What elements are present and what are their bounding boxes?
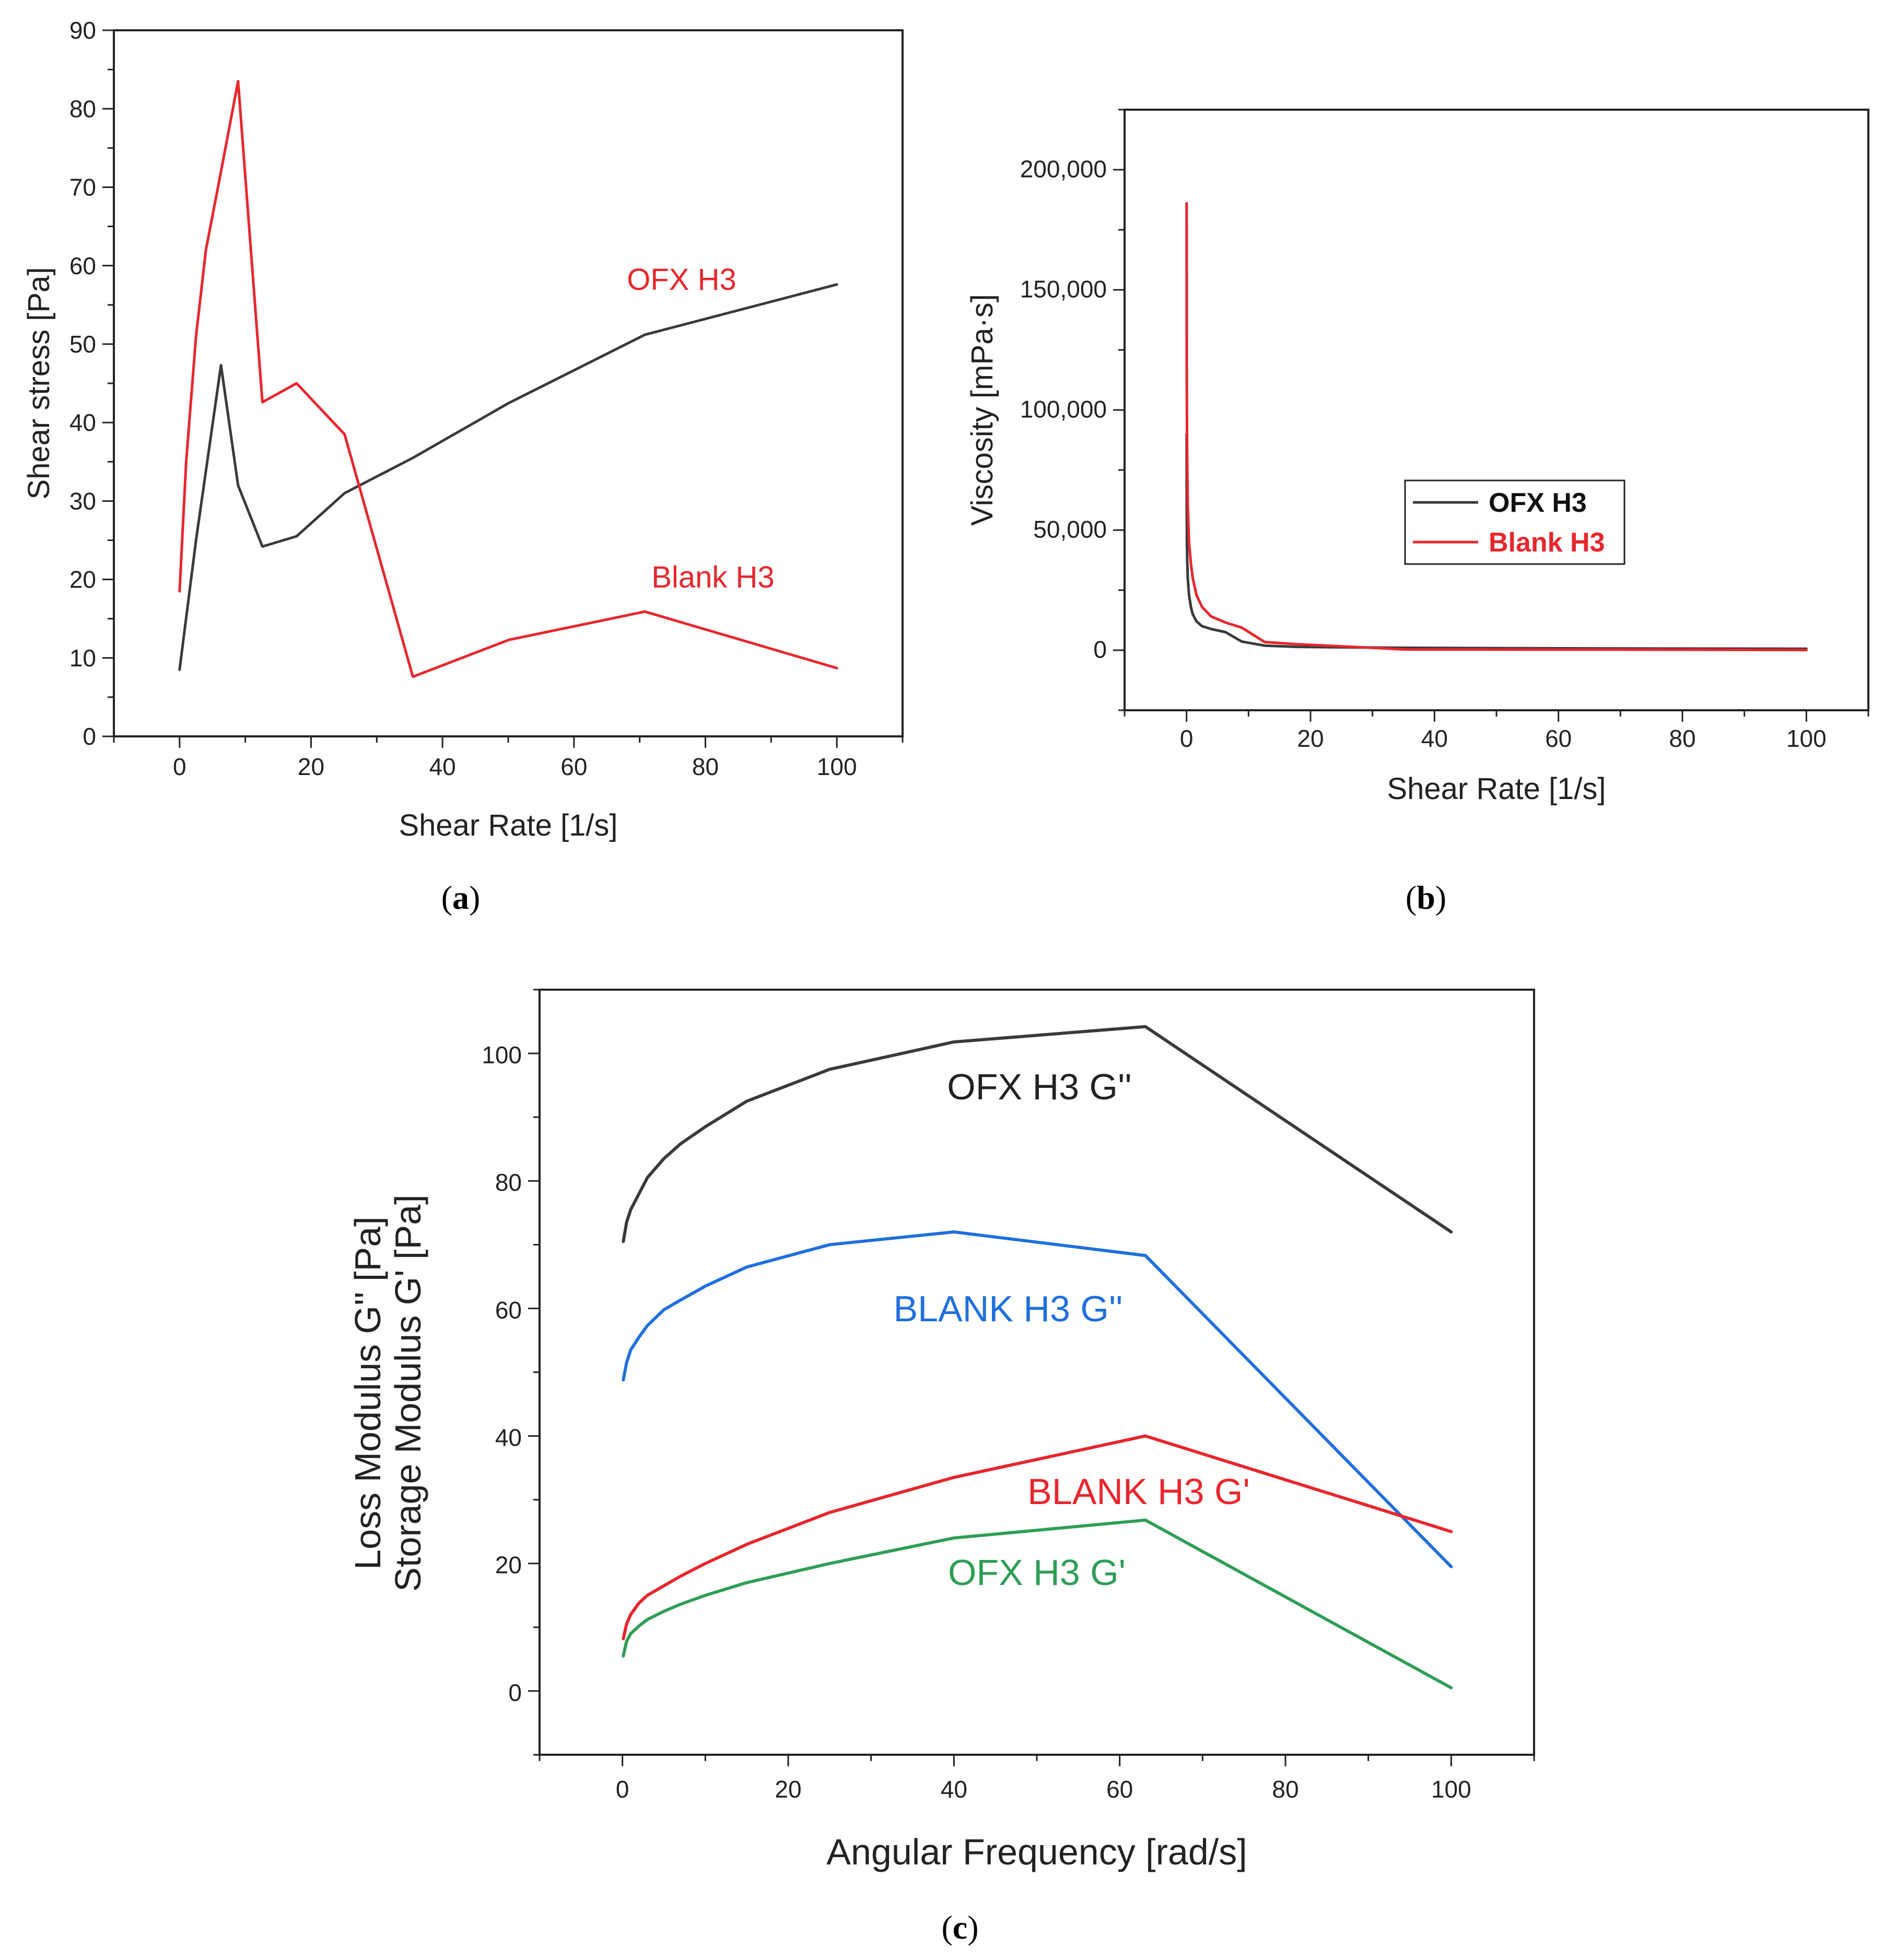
y-tick-label: 0 — [83, 723, 96, 750]
y-tick-label: 20 — [495, 1552, 522, 1579]
series-line-ofx-h3 — [1185, 432, 1808, 650]
x-tick-label: 20 — [1297, 725, 1324, 752]
tick-marks-b — [1113, 109, 1869, 722]
x-tick-labels-b: 0 20 40 60 80 100 — [1180, 725, 1827, 752]
y-tick-labels-c: 0 20 40 60 80 100 — [482, 1041, 522, 1706]
x-tick-label: 80 — [1272, 1776, 1299, 1803]
legend-label-ofx-h3: OFX H3 — [1489, 488, 1587, 518]
series-label-blank-h3-g1: BLANK H3 G' — [1027, 1471, 1250, 1512]
x-tick-label: 0 — [173, 753, 186, 780]
series-line-ofx-h3-g-g2 — [622, 1025, 1453, 1243]
x-axis-title-b: Shear Rate [1/s] — [1387, 772, 1606, 806]
tick-marks-a — [102, 29, 904, 748]
y-tick-label: 150,000 — [1020, 276, 1107, 303]
x-tick-label: 20 — [775, 1776, 801, 1803]
x-tick-label: 0 — [616, 1776, 629, 1803]
x-tick-labels-a: 0 20 40 60 80 100 — [173, 753, 857, 780]
x-tick-label: 60 — [1106, 1776, 1133, 1803]
legend-b: OFX H3 Blank H3 — [1404, 479, 1625, 565]
panel-letter-c: c — [953, 1909, 967, 1946]
series-label-ofx-h3-g1: OFX H3 G' — [948, 1552, 1126, 1593]
series-group-b — [1185, 202, 1808, 652]
x-tick-label: 100 — [817, 753, 857, 780]
annotation-ofx-h3-a: OFX H3 — [627, 263, 736, 297]
y-axis-title-storage-modulus: Storage Modulus G' [Pa] — [388, 1194, 428, 1591]
x-tick-label: 60 — [1545, 725, 1572, 752]
y-tick-label: 90 — [69, 17, 96, 44]
y-axis-title-loss-modulus: Loss Modulus G'' [Pa] — [347, 1216, 388, 1569]
x-tick-label: 40 — [1421, 725, 1448, 752]
series-label-blank-h3-g2: BLANK H3 G'' — [893, 1288, 1122, 1329]
panel-label-b: (b) — [1406, 879, 1446, 916]
annotation-blank-h3-a: Blank H3 — [651, 560, 774, 594]
y-axis-title-b: Viscosity [mPa·s] — [965, 294, 999, 526]
y-tick-label: 0 — [1093, 636, 1107, 663]
chart-panel-a: 0 20 40 60 80 100 0 10 20 30 40 50 60 70 80 90 Shear R… — [22, 17, 904, 916]
panel-letter-a: a — [452, 879, 469, 916]
panel-label-a: (a) — [441, 879, 481, 916]
y-tick-label: 80 — [69, 95, 96, 122]
x-tick-label: 80 — [692, 753, 719, 780]
y-tick-label: 200,000 — [1020, 156, 1107, 183]
y-tick-label: 60 — [69, 252, 96, 279]
x-tick-label: 40 — [429, 753, 456, 780]
x-axis-title-c: Angular Frequency [rad/s] — [826, 1832, 1247, 1872]
y-tick-label: 40 — [69, 409, 96, 436]
y-tick-label: 100 — [482, 1041, 522, 1069]
y-tick-label: 30 — [69, 487, 96, 514]
y-tick-label: 20 — [69, 566, 96, 593]
chart-panel-b: 0 20 40 60 80 100 0 50,000 100,000 150,000 200,00… — [965, 109, 1869, 916]
series-line-blank-h3 — [1185, 202, 1808, 652]
y-tick-label: 60 — [495, 1296, 522, 1323]
x-tick-label: 20 — [298, 753, 324, 780]
panel-label-c: (c) — [941, 1909, 978, 1946]
x-tick-labels-c: 0 20 40 60 80 100 — [616, 1776, 1471, 1803]
x-tick-label: 100 — [1431, 1776, 1471, 1803]
y-tick-label: 70 — [69, 174, 96, 201]
y-tick-label: 0 — [508, 1679, 522, 1706]
chart-panel-c: 0 20 40 60 80 100 0 20 40 60 80 100 Angular Freque… — [347, 989, 1535, 1946]
legend-label-blank-h3: Blank H3 — [1489, 527, 1605, 558]
series-label-ofx-h3-g2: OFX H3 G'' — [947, 1066, 1131, 1107]
y-axis-title-a: Shear stress [Pa] — [22, 267, 56, 500]
y-tick-label: 50 — [69, 331, 96, 358]
x-axis-title-a: Shear Rate [1/s] — [399, 808, 617, 842]
tick-marks-c — [528, 989, 1535, 1766]
y-tick-label: 80 — [495, 1169, 522, 1196]
y-tick-label: 100,000 — [1020, 396, 1107, 423]
series-group-c — [622, 1025, 1453, 1689]
x-tick-label: 100 — [1786, 725, 1827, 752]
y-tick-label: 50,000 — [1033, 516, 1107, 543]
series-group-a — [178, 80, 838, 678]
x-tick-label: 40 — [941, 1776, 967, 1803]
y-tick-label: 10 — [69, 644, 96, 672]
y-tick-labels-b: 0 50,000 100,000 150,000 200,000 — [1020, 156, 1107, 663]
x-tick-label: 80 — [1669, 725, 1695, 752]
panel-letter-b: b — [1417, 879, 1435, 916]
legend-box-b — [1404, 479, 1625, 565]
x-tick-label: 60 — [560, 753, 587, 780]
y-tick-label: 40 — [495, 1424, 522, 1451]
y-tick-labels-a: 0 10 20 30 40 50 60 70 80 90 — [69, 17, 96, 750]
x-tick-label: 0 — [1180, 725, 1194, 752]
series-line-ofx-h3-g-g1 — [622, 1518, 1453, 1689]
series-line-blank-h3 — [178, 80, 838, 678]
series-line-blank-h3-g-g2 — [622, 1230, 1453, 1568]
series-line-ofx-h3 — [178, 283, 838, 671]
series-line-blank-h3-g-g1 — [622, 1434, 1453, 1640]
